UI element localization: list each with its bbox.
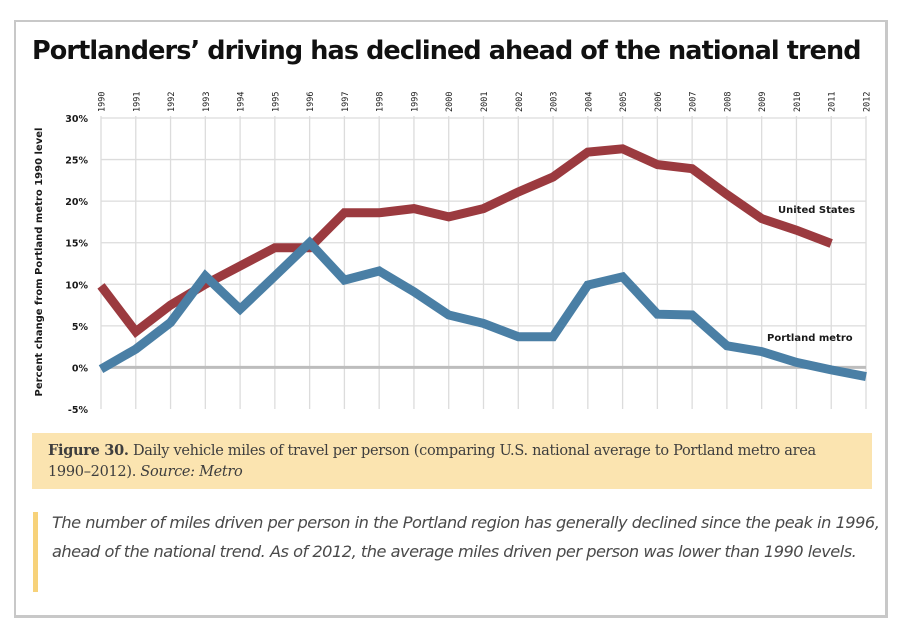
x-tick-label-2009: 2009 (758, 92, 768, 112)
y-axis-label: Percent change from Portland metro 1990 … (34, 128, 45, 397)
x-tick-label-2011: 2011 (828, 92, 838, 112)
x-tick-label-1992: 1992 (167, 92, 177, 112)
figure-caption: Figure 30. Daily vehicle miles of travel… (32, 433, 872, 489)
x-tick-label-2002: 2002 (515, 92, 525, 112)
y-tick-label-0: 0% (72, 363, 89, 374)
pull-quote: The number of miles driven per person in… (52, 513, 880, 561)
caption-source: Source: Metro (140, 464, 243, 480)
series-line-united-states (97, 144, 833, 339)
y-tick-label-30: 30% (65, 114, 88, 125)
caption-text: Daily vehicle miles of travel per person… (48, 443, 816, 480)
x-tick-label-2003: 2003 (550, 92, 560, 112)
x-tick-label-1997: 1997 (341, 92, 351, 112)
x-tick-label-2004: 2004 (584, 92, 594, 112)
x-tick-label-2012: 2012 (863, 92, 873, 112)
y-tick-label-10: 10% (65, 280, 88, 291)
x-tick-label-1993: 1993 (202, 92, 212, 112)
x-tick-labels: 1990 1991 1992 1993 1994 1995 1996 1997 1998 1999… (98, 92, 873, 112)
x-tick-label-1990: 1990 (98, 92, 108, 112)
x-tick-label-2008: 2008 (723, 92, 733, 112)
x-tick-label-2010: 2010 (793, 92, 803, 112)
series-lines (97, 144, 867, 382)
x-tick-label-2000: 2000 (445, 92, 455, 112)
x-tick-label-1994: 1994 (237, 92, 247, 112)
x-tick-label-1999: 1999 (410, 92, 420, 112)
series-label-portland-metro: Portland metro (767, 333, 853, 344)
x-tick-label-1995: 1995 (271, 92, 281, 112)
y-tick-label-5: 5% (72, 322, 89, 333)
y-tick-label--5: -5% (68, 405, 89, 416)
y-tick-labels: 30% 25% 20% 15% 10% 5% 0% -5% (65, 114, 88, 416)
figure-number: Figure 30. (48, 442, 129, 459)
x-tick-label-2005: 2005 (619, 92, 629, 112)
y-tick-label-25: 25% (65, 156, 88, 167)
x-tick-label-1991: 1991 (132, 92, 142, 112)
y-tick-label-15: 15% (65, 239, 88, 250)
chart-title: Portlanders’ driving has declined ahead … (32, 36, 862, 66)
y-tick-label-20: 20% (65, 197, 88, 208)
x-tick-label-2006: 2006 (654, 92, 664, 112)
x-tick-label-1996: 1996 (306, 92, 316, 112)
x-tick-label-1998: 1998 (376, 92, 386, 112)
x-tick-label-2007: 2007 (689, 92, 699, 112)
pull-quote-accent-bar (33, 512, 38, 592)
line-chart: 1990 1991 1992 1993 1994 1995 1996 1997 1998 1999… (34, 92, 873, 416)
x-tick-label-2001: 2001 (480, 92, 490, 112)
series-label-united-states: United States (778, 205, 855, 216)
